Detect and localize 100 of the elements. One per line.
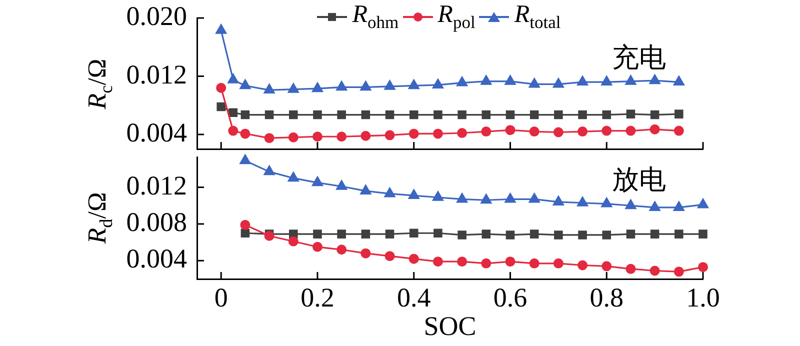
point: [227, 73, 239, 84]
point: [360, 130, 371, 141]
x-tick-label: 1.0: [686, 282, 720, 312]
x-tick-label: 0.6: [493, 282, 528, 312]
y-tick-label: 0.004: [126, 118, 188, 148]
point: [360, 80, 372, 91]
point: [216, 82, 226, 93]
y-tick-label: 0.012: [126, 59, 187, 90]
point: [409, 110, 418, 120]
point: [288, 132, 298, 142]
x-tick-label: 0.4: [396, 282, 432, 312]
point: [530, 110, 539, 120]
point: [240, 220, 250, 230]
point: [336, 80, 348, 91]
point: [457, 256, 468, 267]
point: [674, 266, 684, 277]
point: [215, 24, 227, 34]
point: [384, 187, 396, 198]
x-tick-label: 0.2: [300, 282, 334, 312]
point: [504, 192, 516, 203]
point: [336, 132, 347, 142]
point: [264, 84, 275, 94]
point: [481, 126, 492, 137]
point: [528, 192, 540, 203]
point: [228, 108, 238, 117]
point: [313, 230, 322, 238]
point: [530, 230, 539, 238]
point: [554, 110, 563, 120]
point: [600, 197, 612, 208]
x-tick-label: 0: [214, 282, 228, 312]
point: [385, 110, 394, 120]
point: [674, 126, 684, 136]
point: [552, 78, 564, 88]
point: [337, 110, 346, 120]
point: [360, 248, 371, 258]
point: [312, 176, 324, 186]
point: [529, 126, 540, 137]
point: [360, 184, 372, 194]
point: [649, 200, 661, 211]
point: [506, 110, 515, 120]
point: [288, 110, 298, 120]
point: [505, 256, 516, 267]
point: [553, 258, 564, 268]
point: [288, 172, 300, 182]
point: [239, 79, 251, 90]
point: [336, 180, 348, 190]
point: [528, 78, 540, 88]
point: [408, 189, 420, 200]
point: [482, 230, 491, 238]
point: [553, 127, 564, 138]
point: [529, 258, 540, 268]
annotation: 放电: [612, 164, 666, 195]
point: [336, 244, 347, 255]
legend-label: R$_{pol}$: [438, 1, 476, 32]
point: [650, 266, 660, 276]
point: [505, 125, 516, 136]
point: [576, 196, 588, 206]
point: [312, 132, 322, 142]
legend-label: R$_{total}$: [514, 1, 561, 32]
point: [602, 126, 612, 136]
point: [625, 199, 636, 210]
point: [504, 74, 516, 85]
point: [312, 82, 324, 92]
point: [264, 110, 274, 120]
legend-label: R$_{ohm}$: [352, 1, 399, 32]
point: [697, 198, 709, 208]
point: [384, 80, 396, 90]
point: [361, 230, 370, 238]
point: [625, 74, 636, 85]
point: [673, 200, 685, 211]
annotation: 充电: [612, 42, 666, 73]
point: [408, 128, 419, 139]
point: [578, 260, 588, 270]
point: [649, 74, 661, 84]
point: [216, 102, 226, 112]
point: [312, 242, 322, 252]
point: [602, 230, 612, 240]
point: [432, 190, 444, 201]
point: [288, 236, 298, 246]
point: [578, 110, 587, 120]
y-tick-label: 0.008: [126, 207, 187, 238]
point: [456, 192, 468, 203]
point: [650, 230, 660, 238]
point: [626, 264, 636, 274]
point: [264, 133, 274, 144]
point: [384, 130, 395, 140]
point: [457, 128, 468, 138]
point: [434, 110, 442, 120]
point: [578, 230, 587, 240]
y-tick-label: 0.004: [126, 244, 188, 274]
point: [481, 258, 492, 268]
point: [432, 256, 443, 267]
point: [408, 254, 419, 264]
point: [313, 110, 322, 120]
point: [434, 228, 442, 238]
point: [240, 228, 250, 238]
point: [240, 128, 250, 139]
point: [626, 230, 636, 238]
point: [602, 261, 612, 272]
point: [482, 110, 491, 120]
